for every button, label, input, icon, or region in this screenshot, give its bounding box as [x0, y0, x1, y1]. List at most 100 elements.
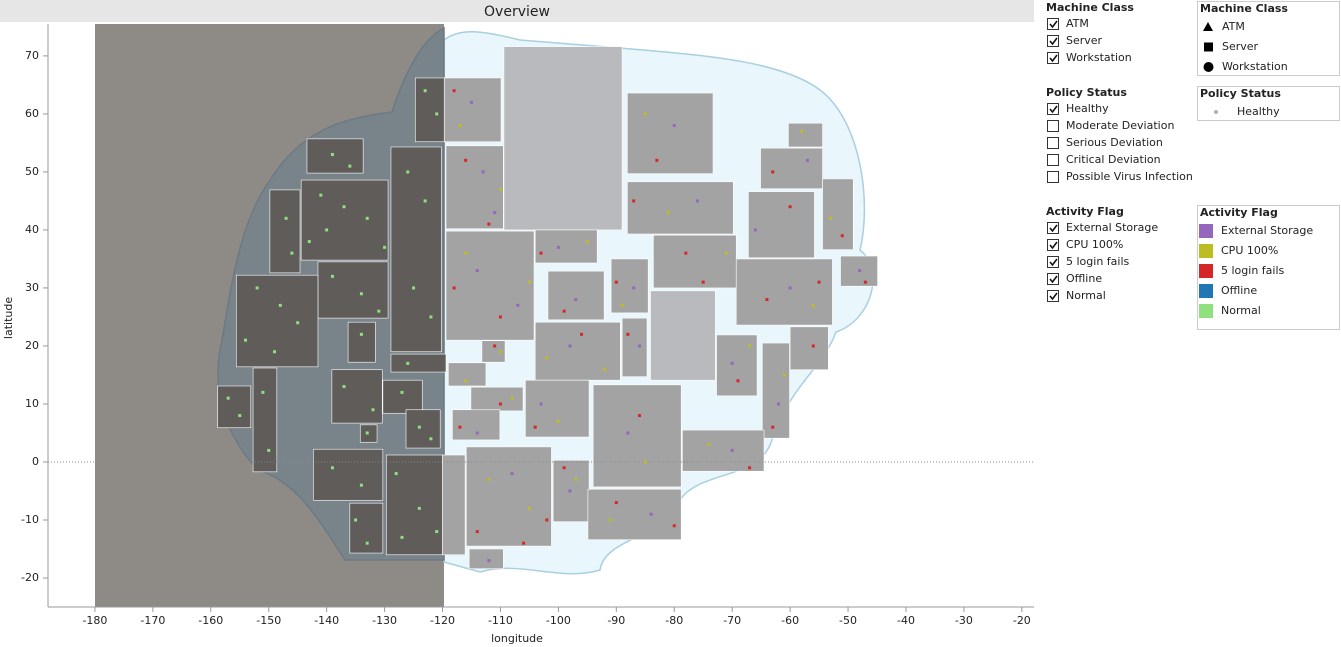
region	[534, 229, 598, 264]
filter-label[interactable]: Server	[1066, 34, 1103, 47]
legend-label: Server	[1222, 40, 1259, 53]
point	[545, 518, 549, 522]
y-tick-label: 20	[25, 339, 39, 352]
legend-swatch	[1199, 244, 1213, 258]
region	[627, 181, 734, 235]
filter-label[interactable]: Healthy	[1066, 102, 1109, 115]
region	[390, 146, 442, 353]
legend-dot	[1214, 110, 1218, 114]
region	[748, 191, 815, 259]
x-tick-label: -100	[546, 614, 571, 627]
filter-title: Activity Flag	[1046, 205, 1124, 218]
side-panel: Machine Class ATM Server Workstation Policy …	[1046, 1, 1340, 330]
point	[498, 315, 502, 319]
legend-title: Policy Status	[1200, 87, 1281, 100]
x-tick-label: -60	[781, 614, 799, 627]
checkbox[interactable]	[1047, 154, 1059, 166]
region	[592, 384, 682, 488]
checkbox[interactable]	[1047, 120, 1059, 132]
point	[574, 298, 578, 302]
filter-label[interactable]: ATM	[1066, 17, 1089, 30]
point	[296, 321, 300, 325]
point	[626, 431, 630, 435]
region	[735, 258, 833, 326]
point	[325, 228, 329, 232]
x-tick-label: -150	[256, 614, 281, 627]
point	[858, 269, 862, 273]
legend-title: Activity Flag	[1200, 206, 1278, 219]
x-tick-label: -30	[955, 614, 973, 627]
checkbox[interactable]	[1047, 171, 1059, 183]
point	[406, 170, 410, 174]
point	[498, 350, 502, 354]
point	[435, 530, 439, 534]
point	[730, 448, 734, 452]
filter-label[interactable]: Possible Virus Infection	[1066, 170, 1193, 183]
point	[458, 124, 462, 128]
point	[423, 89, 427, 93]
point	[365, 431, 369, 435]
region	[547, 270, 605, 321]
point	[278, 303, 282, 307]
checkbox[interactable]	[1047, 18, 1059, 30]
point	[510, 472, 514, 476]
region	[789, 326, 829, 371]
checkbox[interactable]	[1047, 290, 1059, 302]
checkbox[interactable]	[1047, 239, 1059, 251]
filter-label[interactable]: Serious Deviation	[1066, 136, 1163, 149]
point	[464, 158, 468, 162]
point	[412, 286, 416, 290]
point	[383, 245, 387, 249]
checkbox[interactable]	[1047, 103, 1059, 115]
point	[637, 414, 641, 418]
y-tick-label: 60	[25, 107, 39, 120]
filter-label[interactable]: Critical Deviation	[1066, 153, 1161, 166]
checkbox[interactable]	[1047, 273, 1059, 285]
checkbox[interactable]	[1047, 137, 1059, 149]
region	[331, 369, 383, 424]
checkbox[interactable]	[1047, 222, 1059, 234]
point	[666, 211, 670, 215]
filter-label[interactable]: Workstation	[1066, 51, 1132, 64]
point	[475, 269, 479, 273]
point	[365, 541, 369, 545]
region	[235, 274, 319, 368]
legend-shape	[1203, 22, 1213, 31]
region	[313, 448, 384, 501]
point	[330, 153, 334, 157]
point	[342, 205, 346, 209]
point	[817, 280, 821, 284]
y-tick-label: 0	[32, 455, 39, 468]
point	[354, 518, 358, 522]
legend-box	[1197, 1, 1340, 76]
region	[534, 321, 621, 381]
checkmark	[1049, 20, 1058, 29]
region	[587, 488, 682, 541]
legend-label: External Storage	[1221, 224, 1313, 237]
checkbox[interactable]	[1047, 52, 1059, 64]
point	[516, 303, 520, 307]
filter-label[interactable]: Moderate Deviation	[1066, 119, 1174, 132]
y-tick-label: 10	[25, 397, 39, 410]
region	[347, 321, 376, 363]
filter-label[interactable]: CPU 100%	[1066, 238, 1123, 251]
point	[545, 356, 549, 360]
point	[765, 298, 769, 302]
filter-label[interactable]: Normal	[1066, 289, 1106, 302]
checkbox[interactable]	[1047, 256, 1059, 268]
filter-label[interactable]: External Storage	[1066, 221, 1158, 234]
point	[406, 361, 410, 365]
point	[435, 112, 439, 116]
title-bar	[0, 0, 1034, 22]
point	[562, 466, 566, 470]
x-tick-label: -70	[723, 614, 741, 627]
point	[637, 344, 641, 348]
filter-label[interactable]: 5 login fails	[1066, 255, 1130, 268]
point	[481, 170, 485, 174]
point	[539, 402, 543, 406]
point	[452, 89, 456, 93]
filter-label[interactable]: Offline	[1066, 272, 1102, 285]
checkbox[interactable]	[1047, 35, 1059, 47]
point	[238, 414, 242, 418]
region	[621, 317, 648, 378]
